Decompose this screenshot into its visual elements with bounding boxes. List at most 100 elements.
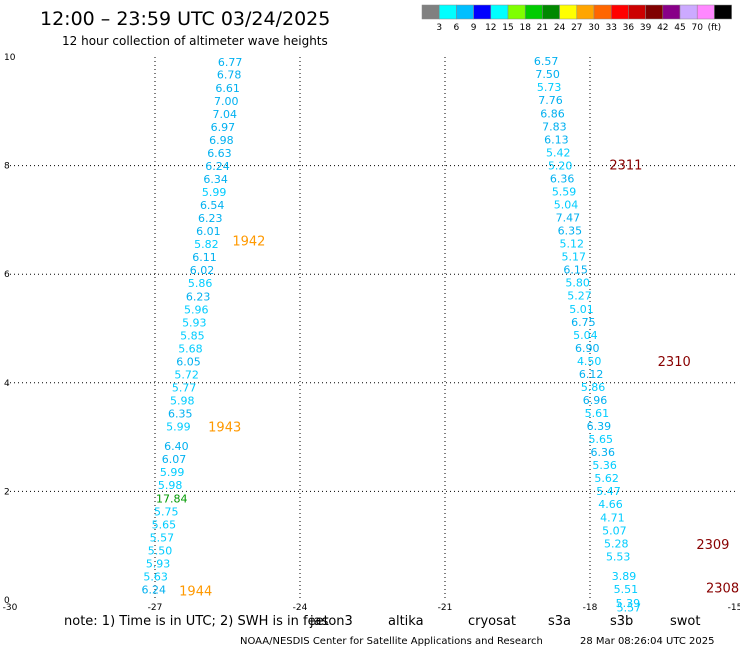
chart-title: 12:00 – 23:59 UTC 03/24/2025 (40, 8, 330, 30)
data-point-label: 5.28 (604, 537, 629, 550)
data-point-label: 5.51 (614, 583, 639, 596)
legend-label: 45 (674, 23, 685, 33)
data-point-label: 5.98 (158, 479, 183, 492)
data-point-label: 5.65 (589, 433, 614, 446)
legend-label: 42 (657, 23, 668, 33)
data-point-label: 6.98 (209, 134, 234, 147)
legend-label: 15 (502, 23, 513, 33)
data-point-label: 5.12 (560, 238, 585, 251)
data-point-label: 5.86 (581, 381, 606, 394)
y-tick-label: 2 (4, 487, 10, 497)
legend-swatch (438, 4, 457, 20)
data-point-label: 6.24 (205, 160, 230, 173)
legend-label: (ft) (708, 23, 722, 33)
data-point-label: 6.54 (200, 199, 225, 212)
legend-swatch (628, 4, 646, 20)
legend-swatch (714, 4, 732, 20)
x-tick-label: -18 (583, 603, 598, 613)
satellite-name: s3a (548, 614, 571, 629)
data-point-label: 6.61 (215, 82, 240, 95)
x-tick-label: -15 (728, 603, 740, 613)
data-point-label: 6.24 (141, 583, 166, 596)
data-point-label: 5.17 (561, 251, 586, 264)
data-point-label: 6.39 (587, 420, 612, 433)
data-point-label: 7.76 (538, 94, 563, 107)
data-point-label: 6.90 (575, 342, 600, 355)
pass-label: 1944 (179, 585, 212, 600)
pass-labels: 1942 1943 1944 2311 2310 2309 2308 (179, 158, 739, 599)
data-point-label: 6.96 (583, 394, 608, 407)
data-point-label: 5.96 (184, 303, 209, 316)
grid-lines (10, 57, 735, 600)
data-point-label: 7.04 (213, 108, 238, 121)
data-point-label: 6.35 (168, 408, 193, 421)
legend-label: 36 (623, 23, 635, 33)
satellite-name: s3b (610, 614, 633, 629)
data-point-label: 6.57 (534, 55, 559, 68)
data-point-label: 6.15 (563, 264, 588, 277)
y-tick-label: 6 (4, 270, 10, 280)
data-point-label: 5.80 (565, 277, 590, 290)
legend-label: 3 (436, 23, 442, 33)
data-point-label: 5.98 (170, 395, 195, 408)
data-point-label: 6.07 (162, 453, 187, 466)
data-point-label: 5.93 (182, 316, 207, 329)
data-point-label: 5.61 (585, 407, 610, 420)
legend-swatch (610, 4, 629, 20)
data-point-label: 5.72 (174, 368, 199, 381)
pass-label: 2308 (706, 581, 739, 596)
data-point-label: 5.47 (596, 485, 621, 498)
data-point-label: 6.75 (571, 316, 596, 329)
data-point-label: 4.71 (600, 511, 625, 524)
data-point-label: 5.07 (602, 524, 627, 537)
satellite-name: altika (388, 614, 424, 629)
legend-swatch (679, 4, 698, 20)
pass-label: 2309 (696, 538, 729, 553)
satellite-name: cryosat (468, 614, 516, 629)
legend-swatch (645, 4, 664, 20)
y-tick-label: 8 (4, 162, 10, 172)
data-point-label: 6.40 (164, 440, 189, 453)
data-point-label: 6.11 (192, 251, 217, 264)
data-point-label: 5.99 (160, 466, 185, 479)
data-point-label: 6.36 (590, 446, 615, 459)
data-point-label: 6.05 (176, 355, 201, 368)
data-point-label: 7.00 (214, 95, 239, 108)
data-point-label: 5.99 (166, 421, 191, 434)
legend-label: 12 (485, 23, 496, 33)
data-point-label: 5.53 (606, 550, 631, 563)
legend-swatch (524, 4, 543, 20)
x-tick-label: -24 (293, 603, 308, 613)
data-point-label: 5.27 (567, 290, 592, 303)
legend-label: 39 (640, 23, 652, 33)
y-tick-label: 4 (4, 379, 10, 389)
data-point-label: 6.63 (207, 147, 232, 160)
data-point-label: 5.85 (180, 329, 205, 342)
legend-swatch (593, 4, 612, 20)
data-point-label: 5.57 (617, 601, 642, 614)
legend-swatch (456, 4, 474, 20)
legend-label: 18 (519, 23, 531, 33)
legend-label: 6 (454, 23, 460, 33)
data-point-label: 5.57 (150, 531, 175, 544)
data-point-label: 5.59 (552, 185, 577, 198)
legend-swatch (473, 4, 492, 20)
data-point-label: 5.04 (554, 198, 579, 211)
data-point-label: 6.36 (550, 172, 575, 185)
y-tick-label: 10 (4, 53, 16, 63)
data-point-label: 5.50 (148, 544, 173, 557)
data-point-label: 4.66 (598, 498, 623, 511)
data-point-label: 5.65 (152, 518, 177, 531)
axes: -30 -27 -24 -21 -18 -15 0 2 4 6 8 10 (3, 53, 740, 613)
data-point-label: 5.63 (143, 570, 168, 583)
legend-label: 21 (537, 23, 548, 33)
data-point-label: 7.50 (535, 68, 560, 81)
note-text: note: 1) Time is in UTC; 2) SWH is in fe… (64, 614, 329, 629)
x-tick-label: -27 (148, 603, 163, 613)
legend-swatch (662, 4, 681, 20)
data-point-label: 6.86 (540, 107, 565, 120)
legend-swatch (507, 4, 526, 20)
data-point-label: 5.75 (154, 505, 179, 518)
data-point-label: 5.42 (546, 146, 571, 159)
